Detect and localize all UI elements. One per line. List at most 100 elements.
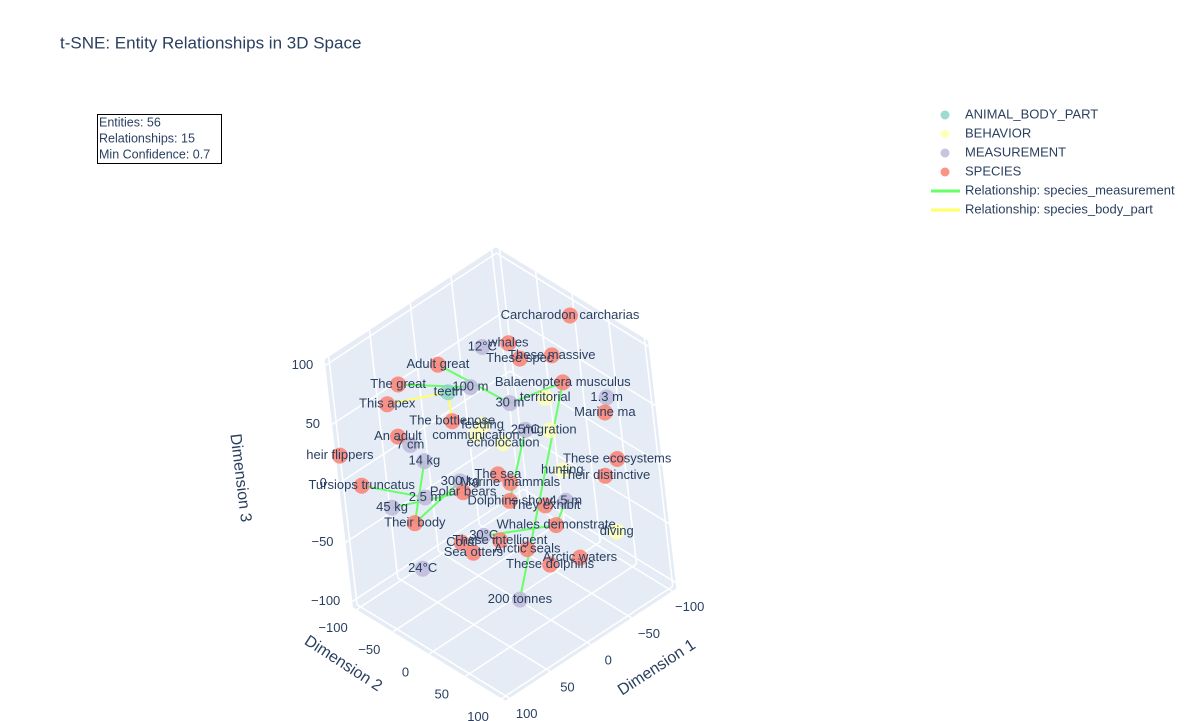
entity-label: Their distinctive [560, 467, 650, 482]
grid-line [356, 496, 529, 611]
z-tick-label: 0 [320, 475, 327, 490]
entity-marker [597, 467, 614, 484]
legend-marker [940, 148, 950, 158]
y-tick-label: −100 [318, 620, 347, 635]
entity-marker [353, 477, 370, 494]
entity-label: Balaenoptera musculus [495, 374, 631, 389]
entity-marker [598, 389, 615, 406]
entity-label: Marine ma [574, 404, 636, 419]
legend-marker [940, 167, 950, 177]
grid-line [324, 252, 497, 367]
relationship-line [398, 383, 471, 389]
entity-label: The bottlenose [409, 413, 495, 428]
grid-line [331, 311, 504, 426]
annotation-line: Entities: 56 [99, 115, 161, 129]
entity-marker [517, 421, 534, 438]
relationship-line [414, 480, 461, 524]
x-tick-label: 50 [560, 679, 574, 694]
z-tick-label: −50 [311, 534, 333, 549]
entity-marker [416, 453, 433, 470]
entity-label: Adult great [406, 356, 469, 371]
legend-marker [940, 129, 950, 139]
entity-label: These intelligent [453, 532, 548, 547]
entity-marker [379, 396, 396, 413]
entity-marker [501, 492, 518, 509]
entity-marker [444, 413, 461, 430]
entity-label: This apex [359, 396, 416, 411]
entity-marker [429, 356, 446, 373]
entity-label: heir flippers [306, 447, 374, 462]
entity-marker [495, 435, 512, 452]
entity-marker [596, 404, 613, 421]
entity-label: The sea [474, 466, 522, 481]
entity-marker [537, 389, 554, 406]
entity-label: teeth [434, 384, 463, 399]
entity-marker [557, 492, 574, 509]
scene: −100 −50 0 50 100 −100 −50 0 50 100 −100 −50 0 50 100 t… [292, 247, 704, 721]
x-tick-label: 0 [605, 653, 612, 668]
entity-marker [402, 436, 419, 453]
legend-label: BEHAVIOR [965, 125, 1031, 140]
annotation-box [97, 114, 222, 164]
entity-marker [548, 517, 565, 534]
entity-label: feeding [461, 416, 504, 431]
entity-label: These dolphins [506, 556, 595, 571]
legend-label: Relationship: species_measurement [965, 182, 1175, 197]
entity-marker [475, 527, 492, 544]
grid-line [502, 311, 656, 407]
relationship-line [387, 391, 449, 406]
entity-label: Sea otters [444, 544, 504, 559]
entity-label: Carcharodon carcharias [501, 307, 640, 322]
entity-marker [467, 427, 484, 444]
legend-marker [940, 110, 950, 120]
x-tick-label: −50 [638, 626, 660, 641]
grid-line [345, 429, 518, 544]
grid-line [351, 488, 524, 603]
entity-label: Polar bears [430, 484, 497, 499]
entity-label: 2.5 m [409, 489, 442, 504]
y-tick-label: −50 [358, 642, 380, 657]
entity-label: territorial [520, 389, 571, 404]
entity-marker [489, 466, 506, 483]
x-axis-title: Dimension 1 [615, 636, 699, 699]
entity-label: Whales demonstrate [496, 517, 615, 532]
entity-label: Arctic waters [543, 549, 618, 564]
legend-label: SPECIES [965, 163, 1022, 178]
entity-marker [440, 384, 457, 401]
z-tick-label: 100 [292, 357, 314, 372]
entity-marker [571, 549, 588, 566]
entity-label: 14 kg [408, 453, 440, 468]
relationship-line [509, 381, 564, 405]
entity-marker [331, 447, 348, 464]
entity-marker [492, 532, 509, 549]
entity-label: 1.3 m [590, 389, 623, 404]
entity-marker [561, 307, 578, 324]
entity-label: They exhibit [510, 497, 580, 512]
entity-marker [542, 556, 559, 573]
entity-label: Arctic seals [494, 541, 561, 556]
entity-label: These ecosystems [563, 450, 672, 465]
entity-label: 100 m [452, 379, 488, 394]
chart-title: t-SNE: Entity Relationships in 3D Space [60, 33, 361, 52]
entity-marker [474, 338, 491, 355]
entity-label: 7 cm [396, 436, 424, 451]
entity-marker [543, 347, 560, 364]
x-tick-label: −100 [675, 599, 704, 614]
entity-label: Their body [384, 515, 446, 530]
entity-label: 200 tonnes [488, 591, 553, 606]
entity-marker [453, 534, 470, 551]
entity-label: The great [370, 376, 426, 391]
entity-label: echolocation [467, 435, 540, 450]
entity-marker [554, 374, 571, 391]
entity-marker [554, 462, 571, 479]
relationship-line [361, 484, 426, 499]
grid-line [509, 370, 663, 466]
entity-marker [519, 541, 536, 558]
relationship-line [518, 382, 564, 600]
entity-marker [390, 376, 407, 393]
entity-label: These spec [486, 350, 554, 365]
entity-marker [389, 428, 406, 445]
entity-label: 12°C [468, 338, 497, 353]
entity-marker [537, 497, 554, 514]
